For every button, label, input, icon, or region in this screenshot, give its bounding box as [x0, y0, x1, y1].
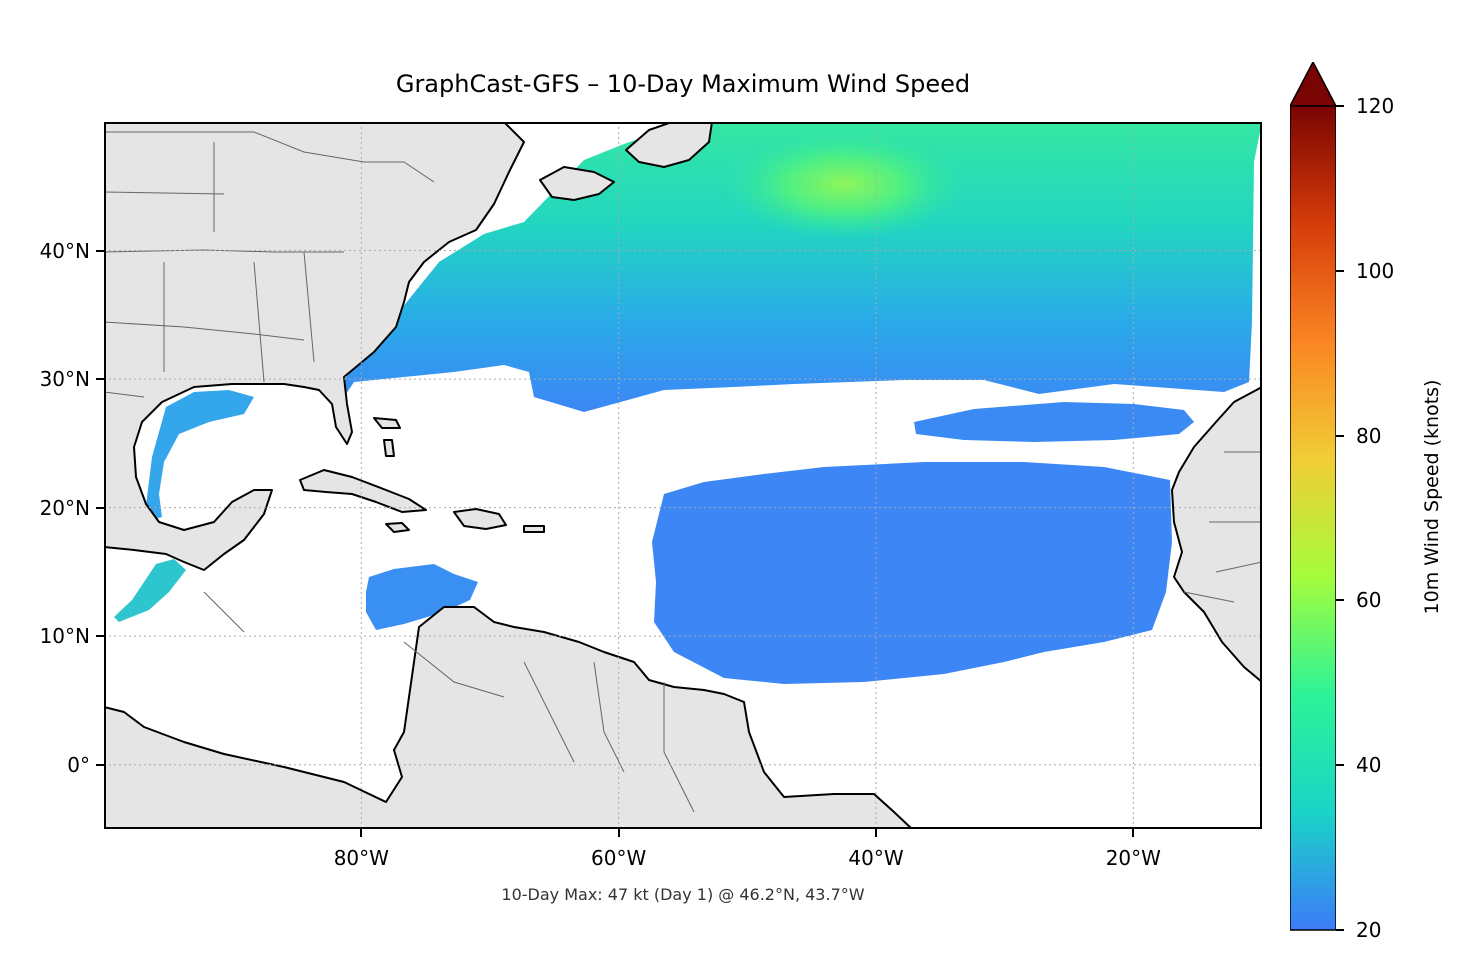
colorbar-tick-60: 60	[1356, 588, 1382, 613]
colorbar-tick-mark	[1336, 269, 1344, 272]
chart-title: GraphCast-GFS – 10-Day Maximum Wind Spee…	[395, 70, 971, 98]
x-tick-label-3: 20°W	[1105, 846, 1161, 870]
colorbar-tick-120: 120	[1356, 94, 1395, 118]
colorbar-tick-mark	[1336, 764, 1344, 767]
wind-field-gulf-of-mexico	[144, 390, 254, 522]
x-tick-mark	[1132, 829, 1135, 837]
land-hispaniola	[453, 508, 507, 530]
y-tick-mark	[96, 506, 104, 509]
colorbar-tick-mark	[1336, 105, 1344, 107]
land-layer	[104, 122, 1262, 829]
y-tick-label-2: 20°N	[39, 495, 90, 520]
colorbar-gradient	[1290, 105, 1336, 931]
map-border	[104, 122, 1262, 829]
colorbar-label: 10m Wind Speed (knots)	[1421, 379, 1443, 615]
colorbar-tick-40: 40	[1356, 753, 1382, 778]
land-south-america	[104, 606, 913, 829]
land-north-america	[104, 122, 525, 571]
y-tick-label-0: 40°N	[39, 238, 90, 263]
colorbar	[1290, 62, 1336, 931]
colorbar-tick-mark	[1336, 929, 1344, 931]
land-newfoundland	[625, 122, 713, 168]
y-tick-mark	[96, 378, 104, 381]
graticule	[104, 122, 1262, 829]
wind-field-tropical-atlantic	[652, 462, 1172, 684]
land-cuba	[299, 469, 427, 513]
land-nova-scotia	[539, 166, 615, 201]
y-tick-mark	[96, 763, 104, 766]
x-tick-mark	[360, 829, 363, 837]
land-puerto-rico	[523, 525, 545, 533]
y-tick-mark	[96, 249, 104, 252]
wind-field-canary-band	[914, 402, 1194, 442]
colorbar-tick-20: 20	[1356, 918, 1382, 942]
colorbar-extend-arrow	[1290, 62, 1336, 107]
wind-field-eastern-pacific	[114, 559, 186, 622]
y-tick-mark	[96, 635, 104, 638]
land-jamaica	[385, 522, 410, 533]
x-tick-label-1: 60°W	[591, 846, 647, 870]
y-tick-label-3: 10°N	[39, 624, 90, 649]
y-tick-label-4: 0°	[67, 752, 90, 777]
land-africa	[1171, 386, 1262, 683]
wind-peak-region	[724, 129, 964, 239]
colorbar-tick-mark	[1336, 434, 1344, 437]
colorbar-tick-100: 100	[1356, 258, 1395, 283]
map-panel	[104, 122, 1262, 829]
y-tick-label-1: 30°N	[39, 367, 90, 392]
x-tick-mark	[875, 829, 877, 837]
x-tick-label-2: 40°W	[848, 846, 904, 870]
x-tick-mark	[617, 829, 620, 837]
x-tick-label-0: 80°W	[333, 846, 389, 870]
map-canvas	[104, 122, 1262, 829]
wind-field-caribbean	[366, 564, 478, 630]
land-bahamas	[373, 417, 401, 457]
colorbar-tick-mark	[1336, 599, 1344, 602]
max-wind-caption: 10-Day Max: 47 kt (Day 1) @ 46.2°N, 43.7…	[501, 885, 865, 904]
colorbar-tick-80: 80	[1356, 423, 1382, 448]
